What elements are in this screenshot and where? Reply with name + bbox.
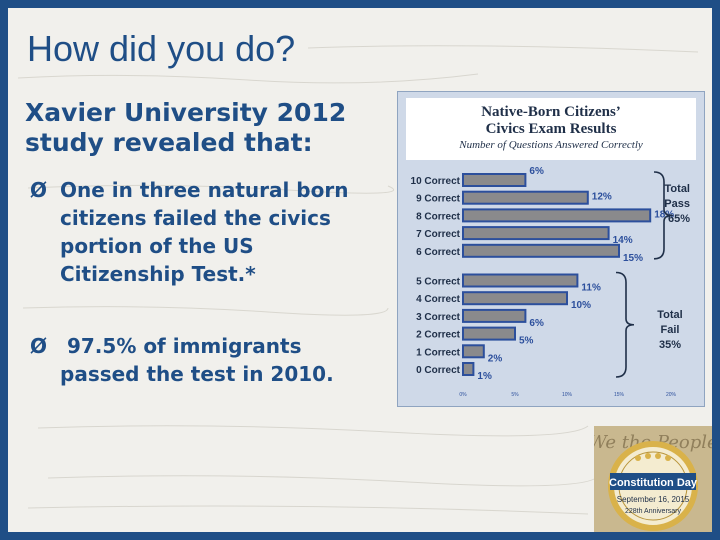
chart-data-label: 5%: [519, 336, 534, 347]
chart-title-line-2: Civics Exam Results: [486, 121, 617, 137]
chart-category-label: 9 Correct: [416, 194, 461, 205]
bullet-arrow-icon: Ø: [30, 178, 48, 202]
chart-data-label: 10%: [571, 300, 591, 311]
chart-subtitle: Number of Questions Answered Correctly: [458, 139, 643, 151]
chart-data-label: 2%: [488, 353, 503, 364]
bullet-item: Ø One in three natural born citizens fai…: [30, 176, 380, 288]
pass-group-label: Pass: [664, 198, 690, 210]
bullet-text: 97.5% of immigrants passed the test in 2…: [60, 334, 334, 386]
chart-bar: [462, 326, 516, 341]
chart-data-label: 18%: [654, 209, 674, 220]
chart-bar: [462, 190, 589, 205]
seal-graphic: We the People Constitution Day September…: [594, 426, 712, 532]
chart-canvas: Native-Born Citizens’ Civics Exam Result…: [406, 98, 696, 398]
chart-x-tick-label: 5%: [511, 392, 519, 398]
chart-category-label: 4 Correct: [416, 294, 461, 305]
fail-group-label: Fail: [661, 324, 680, 336]
bullet-text: One in three natural born citizens faile…: [60, 178, 349, 286]
civics-results-chart: Native-Born Citizens’ Civics Exam Result…: [397, 91, 705, 407]
fail-group-brace: [615, 271, 635, 378]
chart-data-label: 11%: [581, 283, 601, 294]
bullet-item: Ø 97.5% of immigrants passed the test in…: [30, 332, 380, 388]
chart-category-label: 10 Correct: [411, 176, 461, 187]
chart-bar: [462, 208, 652, 223]
chart-data-label: 6%: [529, 166, 544, 177]
constitution-day-seal: We the People Constitution Day September…: [594, 426, 712, 532]
slide-subtitle: Xavier University 2012 study revealed th…: [25, 98, 347, 157]
chart-category-label: 5 Correct: [416, 277, 461, 288]
chart-category-label: 7 Correct: [416, 229, 461, 240]
chart-category-label: 8 Correct: [416, 211, 461, 222]
fail-group-label: Total: [657, 309, 682, 321]
chart-category-label: 2 Correct: [416, 330, 461, 341]
seal-anniversary: 228th Anniversary: [625, 508, 682, 515]
seal-date: September 16, 2015: [617, 495, 690, 504]
parchment-texture: [17, 45, 699, 515]
chart-bar: [462, 362, 475, 376]
chart-bar: [462, 243, 620, 258]
seal-title: Constitution Day: [609, 477, 698, 489]
chart-bar: [462, 173, 527, 187]
chart-bar: [462, 308, 527, 323]
chart-category-label: 1 Correct: [416, 347, 461, 358]
pass-group-brace: [653, 171, 673, 260]
chart-category-label: 6 Correct: [416, 247, 461, 258]
chart-bar: [462, 273, 579, 288]
chart-data-label: 15%: [623, 253, 643, 264]
chart-x-tick-label: 0%: [459, 392, 467, 398]
chart-bar: [462, 344, 485, 359]
slide-title: How did you do?: [27, 28, 296, 69]
chart-category-label: 3 Correct: [416, 312, 461, 323]
chart-bar: [462, 226, 610, 241]
chart-data-label: 12%: [592, 192, 612, 203]
chart-category-label: 0 Correct: [416, 365, 461, 376]
slide: How did you do? Xavier University 2012 s…: [8, 8, 712, 532]
chart-title-box: [406, 98, 696, 160]
pass-group-label: 65%: [668, 213, 690, 225]
chart-x-tick-label: 15%: [614, 392, 625, 398]
chart-title-line-1: Native-Born Citizens’: [481, 104, 621, 120]
fail-group-label: 35%: [659, 339, 681, 351]
chart-x-tick-label: 20%: [666, 392, 677, 398]
bullet-arrow-icon: Ø: [30, 334, 48, 358]
chart-x-tick-label: 10%: [562, 392, 573, 398]
chart-data-label: 1%: [477, 371, 492, 382]
chart-data-label: 6%: [529, 318, 544, 329]
chart-data-label: 14%: [613, 235, 633, 246]
chart-bar: [462, 291, 568, 306]
pass-group-label: Total: [665, 183, 690, 195]
